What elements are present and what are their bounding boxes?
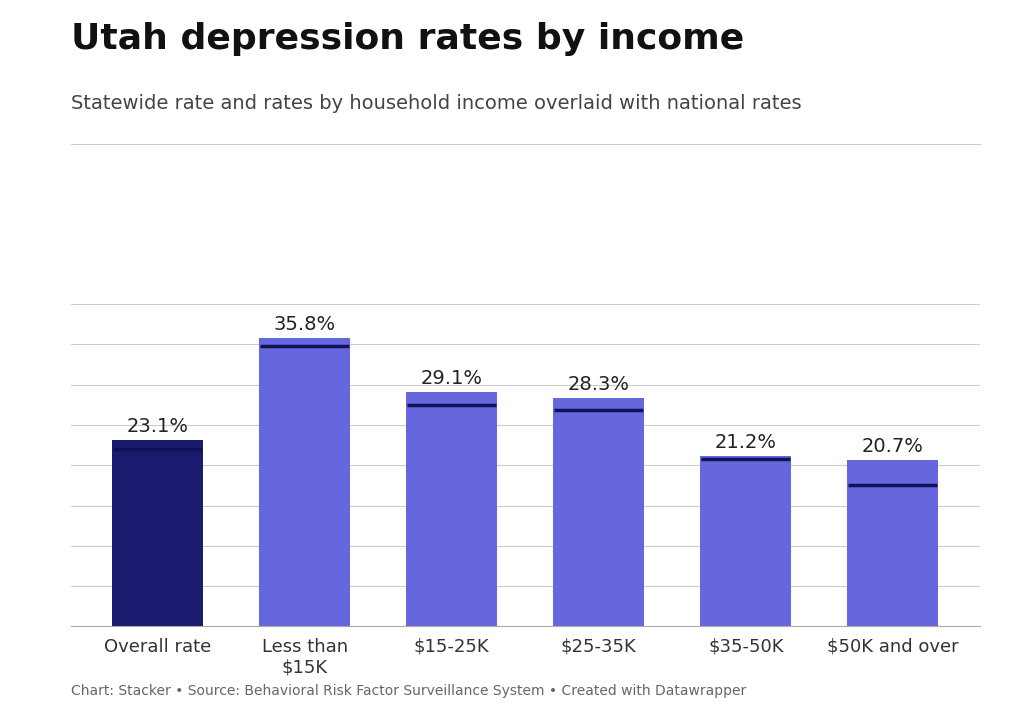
Text: Utah depression rates by income: Utah depression rates by income (71, 22, 744, 55)
Bar (406, 392, 497, 626)
Text: 20.7%: 20.7% (862, 436, 924, 456)
Bar (700, 456, 792, 626)
Bar (112, 440, 203, 626)
Bar (847, 459, 938, 626)
Text: 28.3%: 28.3% (568, 375, 629, 395)
Text: 21.2%: 21.2% (715, 433, 777, 451)
Text: Chart: Stacker • Source: Behavioral Risk Factor Surveillance System • Created wi: Chart: Stacker • Source: Behavioral Risk… (71, 685, 746, 698)
Bar (259, 338, 350, 626)
Bar (553, 398, 644, 626)
Text: 29.1%: 29.1% (421, 369, 483, 388)
Text: 23.1%: 23.1% (126, 418, 189, 436)
Text: 35.8%: 35.8% (274, 315, 335, 334)
Text: Statewide rate and rates by household income overlaid with national rates: Statewide rate and rates by household in… (71, 94, 801, 112)
